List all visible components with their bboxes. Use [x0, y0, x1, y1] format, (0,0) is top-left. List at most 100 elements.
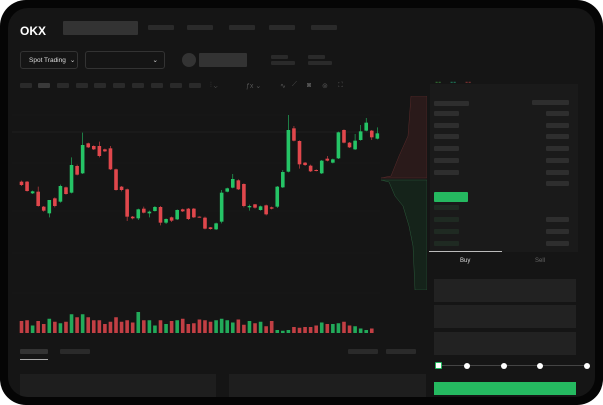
volume-bar — [342, 321, 346, 333]
tab-order-history[interactable] — [60, 349, 90, 354]
tab-open-orders[interactable] — [20, 349, 48, 354]
candle-body — [125, 189, 129, 217]
tab-buy[interactable]: Buy — [460, 258, 471, 264]
order-book — [430, 84, 578, 252]
volume-bar — [253, 323, 257, 333]
candle-body — [103, 149, 107, 152]
nav-item[interactable] — [269, 25, 295, 30]
candle-body — [175, 210, 179, 220]
timeframe-button[interactable] — [38, 83, 50, 88]
candle-body — [80, 145, 85, 174]
candle-type-icon[interactable]: ⫶ ⌄ — [210, 82, 218, 89]
candle-body — [41, 206, 46, 211]
timeframe-button[interactable] — [151, 83, 163, 88]
ruler-icon[interactable]: ⟋ — [292, 81, 297, 88]
filter-control[interactable] — [386, 349, 416, 354]
bid-amount — [546, 217, 569, 222]
candle-body — [58, 186, 63, 202]
volume-bar — [169, 321, 174, 333]
candle-body — [69, 165, 74, 193]
candle-body — [275, 186, 280, 207]
candle-body — [286, 130, 291, 172]
fullscreen-icon[interactable]: ⛶ — [338, 82, 343, 89]
timeframe-button[interactable] — [132, 83, 144, 88]
amount-input[interactable] — [434, 305, 576, 328]
app-screen: OKX Spot Trading⌄ ⌄ ⫶ ⌄ ƒx ⌄ ∿ ⟋ ◙ ⊚ ⛶ ☷… — [8, 8, 595, 397]
candle-body — [342, 130, 346, 143]
candle-body — [169, 217, 174, 221]
price-input[interactable] — [434, 279, 576, 302]
timeframe-button[interactable] — [189, 83, 201, 88]
volume-bar — [80, 314, 85, 333]
candle-body — [130, 216, 135, 219]
candle-body — [353, 140, 357, 150]
timeframe-button[interactable] — [76, 83, 88, 88]
nav-item[interactable] — [311, 25, 337, 30]
tab-sell[interactable]: Sell — [535, 258, 546, 264]
slider-step-100[interactable] — [584, 363, 590, 369]
candle-body — [269, 207, 274, 209]
volume-bar — [130, 322, 135, 333]
ask-amount — [546, 111, 569, 116]
slider-step-75[interactable] — [537, 363, 543, 369]
nav-item[interactable] — [187, 25, 213, 30]
timeframe-button[interactable] — [113, 83, 125, 88]
amount-slider-handle[interactable] — [435, 362, 442, 369]
settings-icon[interactable]: ⊚ — [322, 83, 328, 90]
volume-bar — [69, 314, 74, 333]
amount-slider-track[interactable] — [438, 365, 588, 366]
volume-bar — [175, 320, 179, 333]
volume-bar — [91, 320, 96, 333]
candle-body — [164, 219, 168, 223]
candle-body — [108, 148, 113, 170]
bid-price — [434, 217, 459, 222]
volume-bar — [292, 327, 296, 333]
candle-body — [91, 146, 96, 150]
camera-icon[interactable]: ◙ — [307, 82, 312, 89]
candle-body — [230, 179, 235, 188]
search-bar[interactable] — [63, 21, 138, 35]
candle-body — [136, 209, 141, 219]
timeframe-button[interactable] — [170, 83, 182, 88]
market-type-select[interactable]: Spot Trading ⌄ — [20, 51, 78, 69]
timeframe-button[interactable] — [94, 83, 106, 88]
slider-step-25[interactable] — [464, 363, 470, 369]
okx-logo: OKX — [20, 24, 47, 38]
volume-bar — [230, 322, 235, 333]
volume-bar — [114, 317, 118, 333]
stat-label — [271, 55, 288, 59]
volume-bar — [314, 325, 318, 333]
indicator-icon[interactable]: ƒx ⌄ — [246, 83, 262, 90]
nav-item[interactable] — [148, 25, 174, 30]
volume-bar — [353, 326, 357, 333]
ask-price — [434, 111, 459, 116]
candle-body — [219, 192, 224, 222]
buy-submit-button[interactable] — [434, 382, 576, 395]
volume-bar — [358, 328, 363, 333]
market-type-label: Spot Trading — [29, 56, 66, 64]
filter-control[interactable] — [348, 349, 378, 354]
line-tool-icon[interactable]: ∿ — [280, 83, 286, 90]
timeframe-button[interactable] — [57, 83, 69, 88]
candle-body — [331, 159, 335, 163]
total-input[interactable] — [434, 332, 576, 355]
volume-bar — [214, 320, 218, 333]
timeframe-button[interactable] — [20, 83, 32, 88]
slider-step-50[interactable] — [501, 363, 507, 369]
volume-bar — [47, 318, 52, 333]
candle-body — [281, 172, 285, 188]
orderbook-header-price — [434, 101, 469, 106]
pair-select[interactable]: ⌄ — [85, 51, 165, 69]
candle-body — [225, 188, 230, 192]
candle-body — [292, 128, 296, 141]
bid-amount — [546, 229, 569, 234]
candle-body — [114, 169, 118, 190]
volume-bar — [153, 325, 157, 333]
orderbook-header-amount — [532, 100, 569, 105]
candlestick-chart[interactable] — [8, 93, 428, 338]
nav-item[interactable] — [229, 25, 255, 30]
candle-body — [119, 186, 124, 190]
candle-body — [197, 216, 202, 218]
candle-body — [75, 166, 79, 175]
volume-bar — [164, 324, 168, 333]
